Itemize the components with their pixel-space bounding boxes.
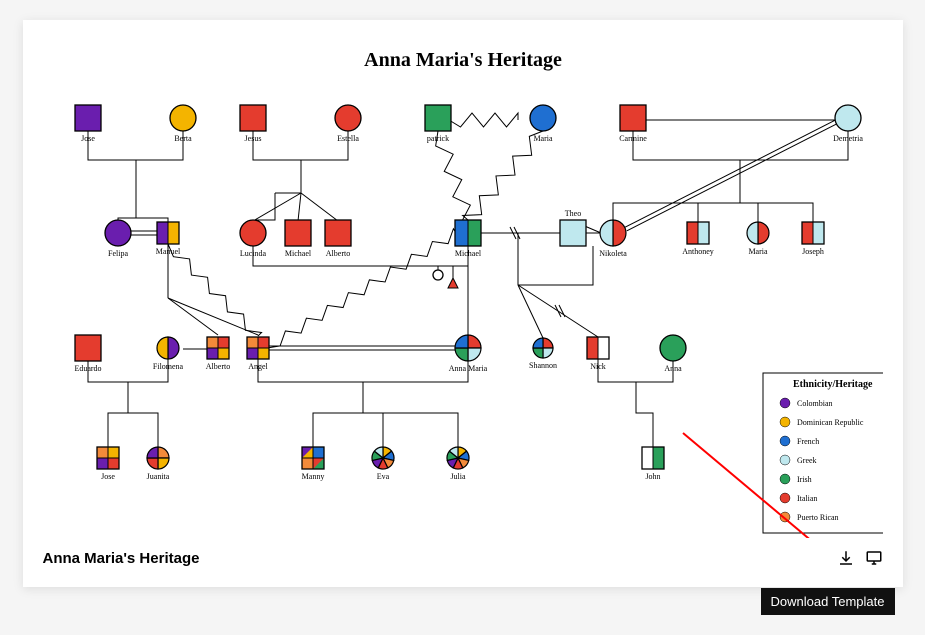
preview-button[interactable] [865, 549, 883, 567]
svg-text:Joseph: Joseph [802, 247, 824, 256]
svg-text:Demetria: Demetria [833, 134, 863, 143]
svg-text:Colombian: Colombian [797, 399, 833, 408]
svg-text:Anna Maria's Heritage: Anna Maria's Heritage [364, 49, 562, 71]
svg-text:Manuel: Manuel [155, 247, 180, 256]
svg-text:Michael: Michael [454, 249, 481, 258]
svg-text:Juanita: Juanita [146, 472, 169, 481]
template-caption: Anna Maria's Heritage [43, 550, 883, 567]
svg-text:Jose: Jose [101, 472, 115, 481]
svg-text:Carmine: Carmine [619, 134, 647, 143]
svg-text:patrick: patrick [426, 134, 448, 143]
svg-text:Estella: Estella [337, 134, 359, 143]
svg-text:Puerto Rican: Puerto Rican [797, 513, 839, 522]
svg-text:Felipa: Felipa [108, 249, 128, 258]
download-button[interactable] [837, 549, 855, 567]
svg-text:Alberto: Alberto [325, 249, 349, 258]
svg-text:Manny: Manny [301, 472, 324, 481]
download-tooltip: Download Template [761, 588, 895, 615]
monitor-icon [865, 549, 883, 567]
svg-text:French: French [797, 437, 819, 446]
svg-text:Ethnicity/Heritage: Ethnicity/Heritage [793, 379, 873, 390]
svg-text:Filomena: Filomena [152, 362, 183, 371]
svg-text:John: John [645, 472, 660, 481]
svg-text:Anthoney: Anthoney [682, 247, 714, 256]
svg-text:Michael: Michael [284, 249, 311, 258]
svg-text:Angel: Angel [248, 362, 268, 371]
svg-text:Lucinda: Lucinda [239, 249, 266, 258]
diagram: Anna Maria's Heritage Jose Berta Jesus Estel… [43, 38, 883, 538]
svg-text:Shannon: Shannon [529, 361, 557, 370]
svg-text:Dominican Republic: Dominican Republic [797, 418, 864, 427]
svg-text:Eva: Eva [376, 472, 389, 481]
svg-text:Alberto: Alberto [205, 362, 229, 371]
svg-text:Berta: Berta [174, 134, 192, 143]
svg-text:Anna Maria: Anna Maria [448, 364, 487, 373]
svg-text:Jose: Jose [81, 134, 95, 143]
svg-text:Maria: Maria [533, 134, 553, 143]
download-icon [837, 549, 855, 567]
svg-text:Theo: Theo [564, 209, 580, 218]
svg-text:Irish: Irish [797, 475, 812, 484]
svg-text:Anna: Anna [664, 364, 682, 373]
toolbar [837, 549, 883, 567]
svg-text:Jesus: Jesus [244, 134, 261, 143]
svg-text:Maria: Maria [748, 247, 768, 256]
svg-text:Nick: Nick [590, 362, 606, 371]
svg-text:Julia: Julia [450, 472, 466, 481]
template-card: Anna Maria's Heritage Jose Berta Jesus Estel… [23, 20, 903, 587]
svg-text:Eduardo: Eduardo [74, 364, 101, 373]
svg-text:Greek: Greek [797, 456, 817, 465]
svg-text:Italian: Italian [797, 494, 817, 503]
svg-text:Nikoleta: Nikoleta [599, 249, 627, 258]
